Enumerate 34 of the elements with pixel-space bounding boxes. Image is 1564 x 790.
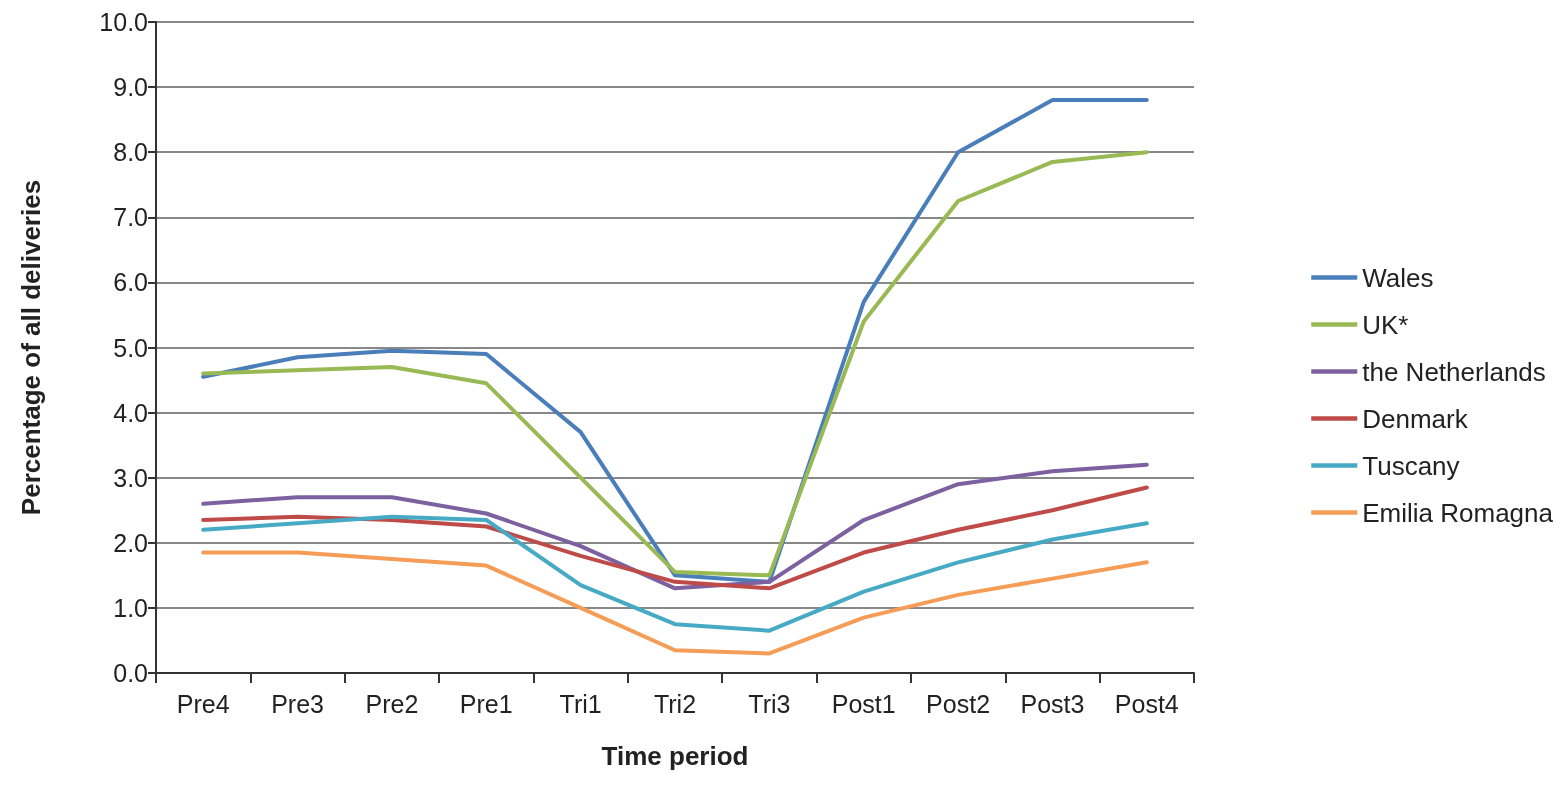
y-tick-label: 4.0 <box>113 398 148 427</box>
legend-label: Denmark <box>1362 403 1469 434</box>
legend-label: the Netherlands <box>1362 356 1546 387</box>
legend-label: Tuscany <box>1362 450 1460 481</box>
y-tick-label: 6.0 <box>113 268 148 297</box>
y-tick-label: 8.0 <box>113 138 148 167</box>
y-tick-label: 0.0 <box>113 659 148 687</box>
line-series <box>201 462 1149 591</box>
y-tick-label: 5.0 <box>113 333 148 362</box>
line-series <box>201 550 1149 656</box>
y-tick-label: 10.0 <box>99 8 148 36</box>
x-tick-label: Post4 <box>1114 689 1179 718</box>
y-tick-label: 2.0 <box>113 528 148 557</box>
x-tick-label: Pre3 <box>271 689 324 718</box>
y-tick-label: 3.0 <box>113 463 148 492</box>
legend-label: UK* <box>1362 309 1409 340</box>
legend-label: Emilia Romagna <box>1362 497 1554 528</box>
x-tick-label: Tri1 <box>559 689 602 718</box>
x-tick-label: Pre1 <box>459 689 513 718</box>
line-series <box>201 514 1149 633</box>
x-axis-title: Time period <box>601 741 749 771</box>
y-axis-title: Percentage of all deliveries <box>16 179 46 516</box>
x-tick-label: Pre2 <box>365 689 419 718</box>
line-series <box>201 485 1149 591</box>
legend-label: Wales <box>1362 262 1434 293</box>
y-tick-label: 7.0 <box>113 203 148 232</box>
x-tick-label: Post1 <box>831 689 896 718</box>
x-tick-label: Pre4 <box>176 689 230 718</box>
y-tick-label: 9.0 <box>113 73 148 102</box>
x-tick-label: Post3 <box>1020 689 1085 718</box>
x-tick-label: Post2 <box>926 689 991 718</box>
x-tick-label: Tri2 <box>653 689 697 718</box>
y-tick-label: 1.0 <box>113 593 148 622</box>
x-tick-label: Tri3 <box>748 689 791 718</box>
